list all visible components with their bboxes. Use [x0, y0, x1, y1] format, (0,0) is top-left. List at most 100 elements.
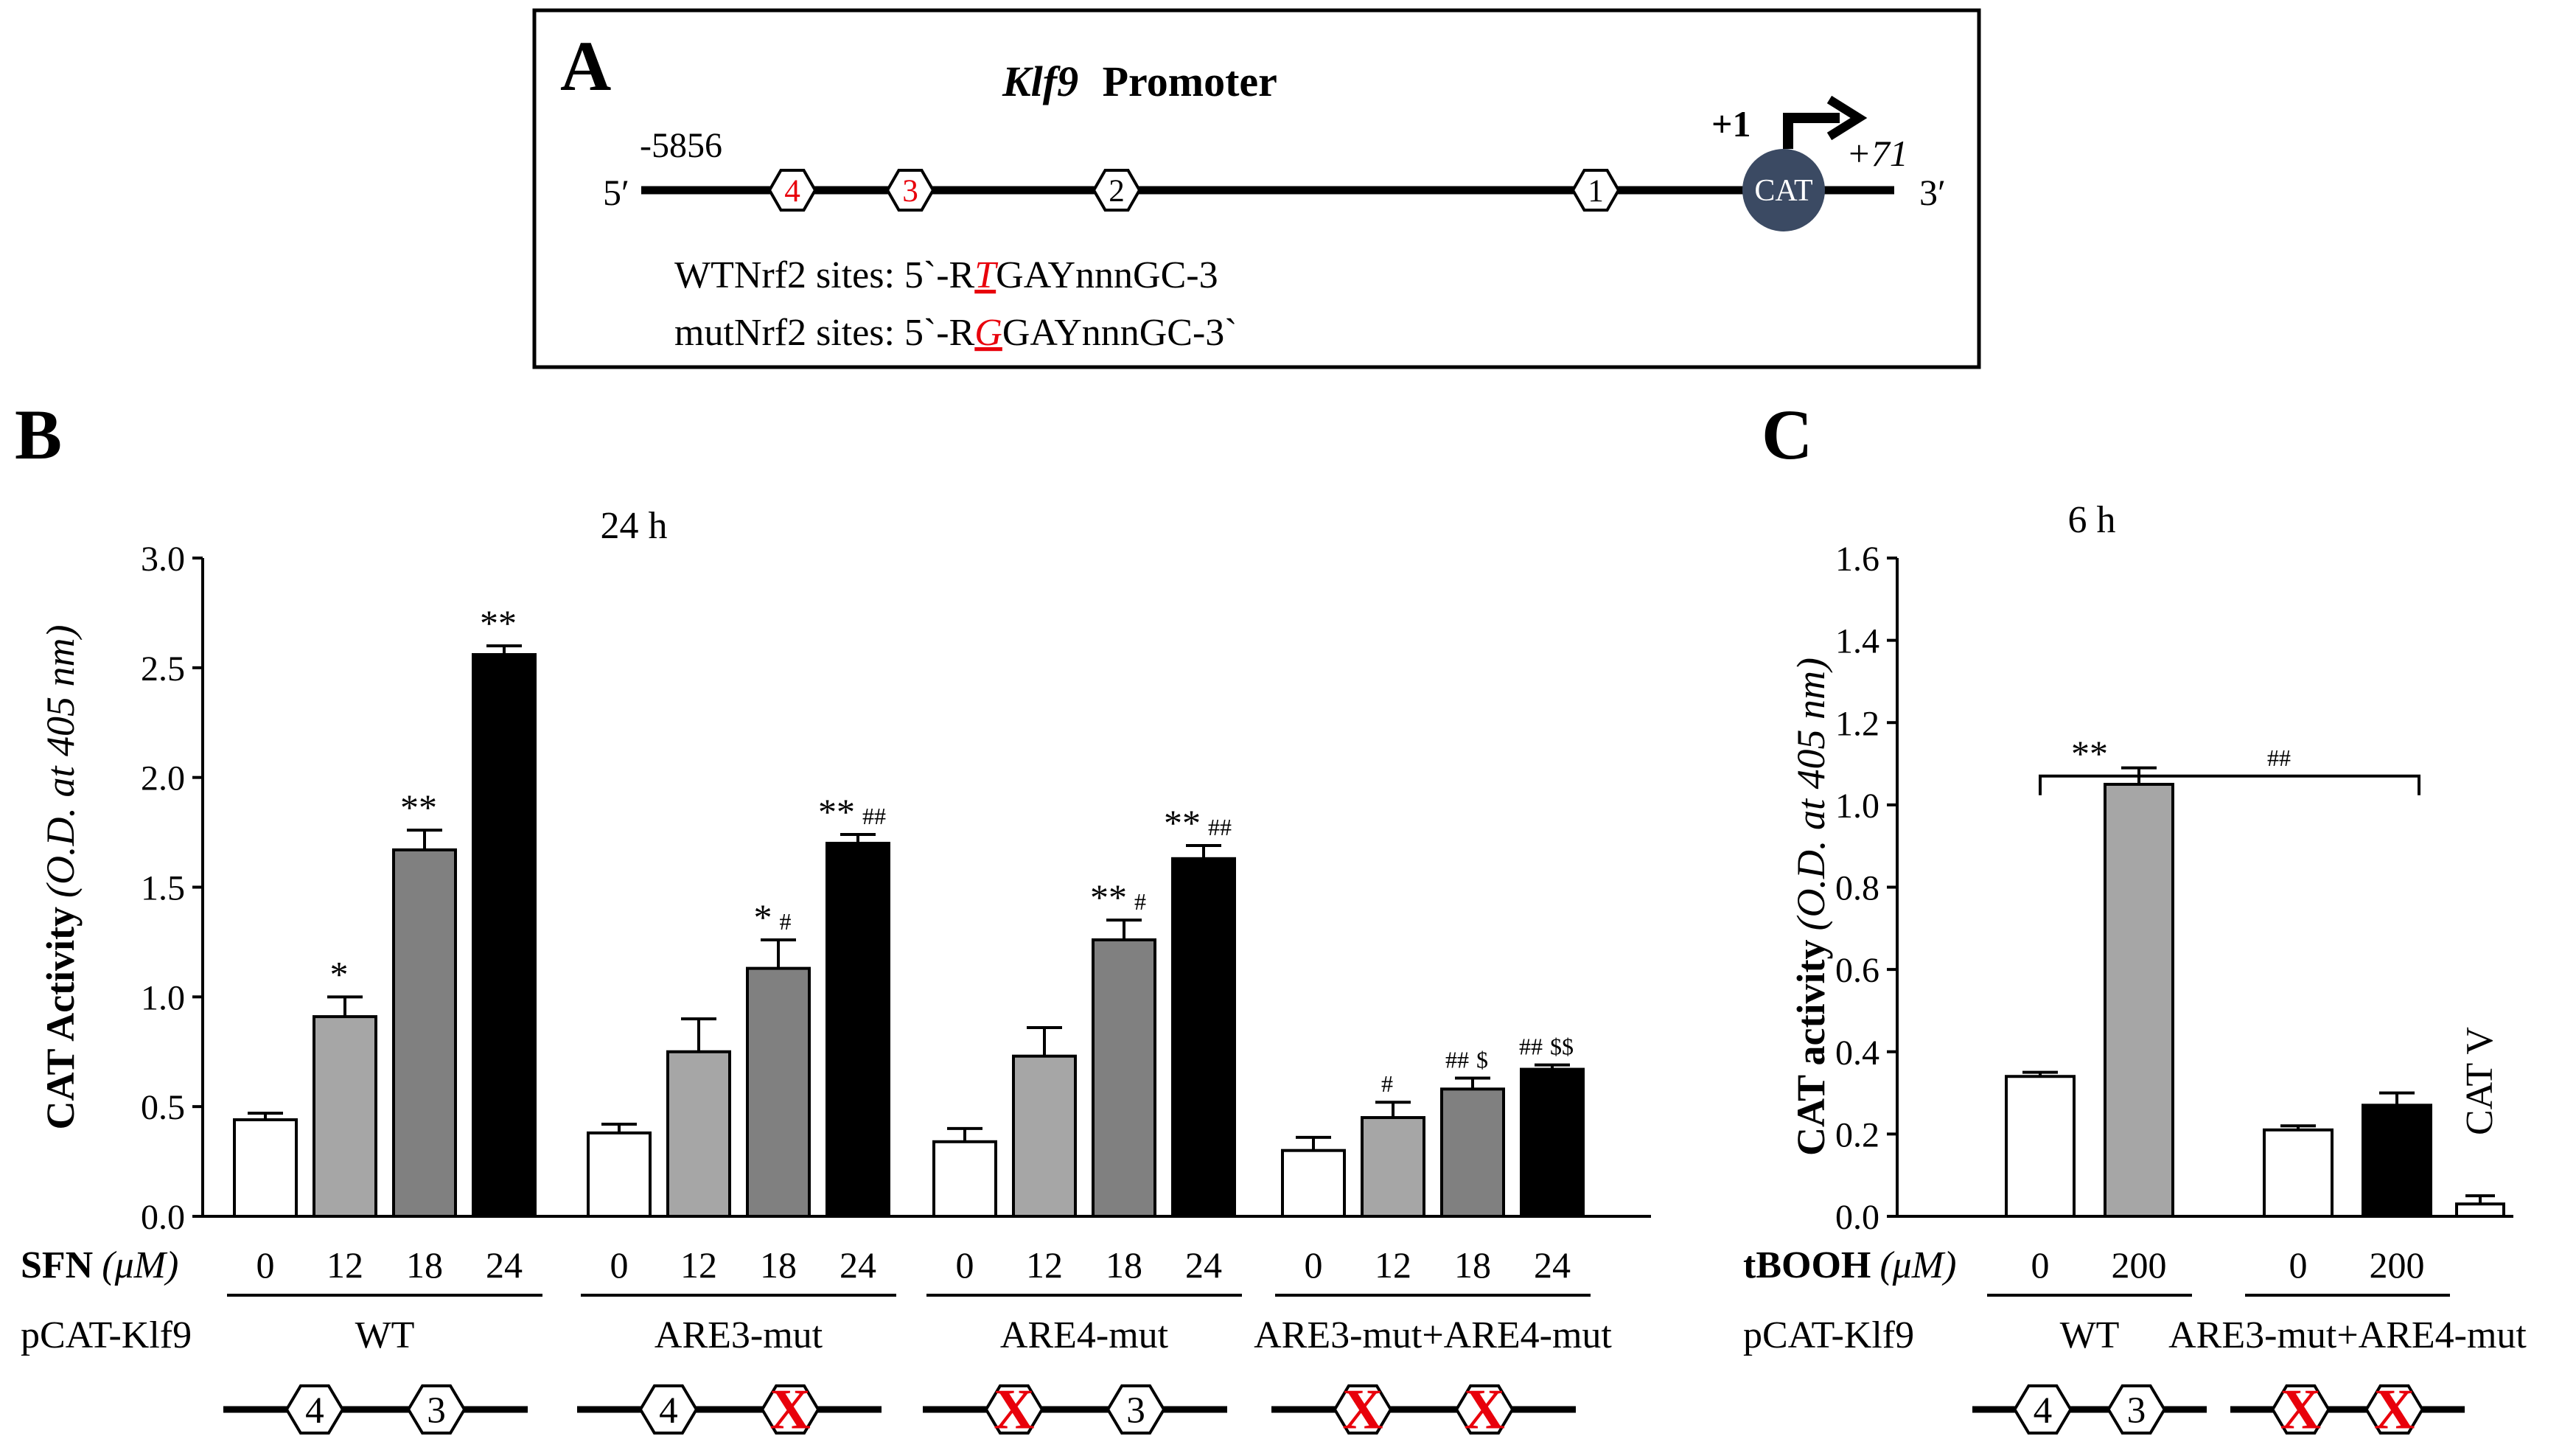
start-position-label: -5856 — [640, 126, 722, 165]
hexagon-site-icon — [2013, 1384, 2073, 1435]
dose-label: 0 — [2031, 1244, 2050, 1286]
cat-reporter-label: CAT — [1754, 174, 1812, 208]
hexagon-site-icon — [1571, 169, 1621, 212]
hexagon-site-icon — [1106, 1384, 1166, 1435]
panel-c-letter: C — [1762, 395, 1812, 474]
hexagon-site-icon — [767, 169, 817, 212]
hexagon-site-icon — [406, 1384, 467, 1435]
site-3: 3 — [406, 1384, 467, 1435]
mutation-x-icon: X — [994, 1378, 1034, 1441]
site-number: 4 — [659, 1390, 678, 1432]
bar — [392, 848, 457, 1218]
bar-group: 0 200 ARE3-mut+ARE4-mut X X — [2168, 1091, 2527, 1441]
construct-name: ARE4-mut — [1000, 1314, 1169, 1356]
panel-a-letter: A — [560, 27, 611, 105]
bar — [1361, 1116, 1425, 1219]
y-tick-label: 1.2 — [1835, 704, 1879, 743]
site-number: 2 — [1109, 174, 1125, 209]
site-number: 3 — [1126, 1390, 1145, 1432]
dose-label: 12 — [327, 1244, 363, 1286]
control-bar-group: CAT V — [2455, 1027, 2505, 1218]
site-3: 3 — [1106, 1384, 1166, 1435]
significance-label: ** # — [1090, 876, 1146, 918]
y-tick-label: 0.0 — [1835, 1198, 1879, 1237]
bar — [2263, 1128, 2334, 1218]
nrf2-site-1: 1 — [1571, 169, 1621, 212]
three-prime-label: 3′ — [1919, 172, 1946, 213]
y-tick-label: 0.6 — [1835, 951, 1879, 990]
significance-label: ** ## — [1164, 802, 1232, 843]
hexagon-site-icon — [1092, 169, 1142, 212]
wt-site-base: T — [974, 254, 998, 296]
bar — [1171, 857, 1236, 1218]
mutated-site: X — [1454, 1378, 1515, 1441]
bracket-label: ** — [2071, 733, 2108, 774]
site-4: 4 — [2013, 1384, 2073, 1435]
nrf2-site-4: 4 — [767, 169, 817, 212]
dose-label: 12 — [680, 1244, 717, 1286]
bar — [1440, 1087, 1505, 1219]
mutated-site: X — [2271, 1378, 2331, 1441]
dose-label: 12 — [1375, 1244, 1411, 1286]
significance-label: ## $$ — [1519, 1034, 1574, 1060]
construct-name: WT — [2060, 1314, 2120, 1356]
dose-label: 24 — [486, 1244, 523, 1286]
y-tick-label: 2.0 — [141, 759, 185, 798]
significance-label: ** ## — [818, 791, 886, 832]
hexagon-site-icon — [760, 1384, 820, 1435]
y-tick-label: 3.0 — [141, 540, 185, 579]
y-tick-label: 1.0 — [1835, 787, 1879, 826]
dose-label: 18 — [406, 1244, 443, 1286]
tss-label: +1 — [1711, 103, 1751, 144]
y-tick-label: 0.4 — [1835, 1034, 1879, 1073]
hexagon-site-icon — [984, 1384, 1044, 1435]
panel-b-title: 24 h — [601, 505, 668, 547]
significance-label: ** — [480, 602, 517, 644]
dose-label: 0 — [956, 1244, 974, 1286]
bar — [472, 652, 537, 1218]
construct-name: ARE3-mut+ARE4-mut — [2168, 1314, 2527, 1356]
site-number: 4 — [2034, 1390, 2053, 1432]
bracket-line — [2139, 774, 2420, 795]
y-tick-label: 1.5 — [141, 869, 185, 908]
bar — [2362, 1104, 2432, 1219]
y-tick-label: 0.0 — [141, 1198, 185, 1237]
bar — [2005, 1075, 2076, 1219]
bar — [2455, 1202, 2505, 1218]
panel-c-construct-label: pCAT-Klf9 — [1743, 1314, 1914, 1356]
dose-label: 24 — [1185, 1244, 1222, 1286]
cat-reporter-circle — [1742, 149, 1825, 231]
end-position-label: +71 — [1846, 133, 1908, 174]
hexagon-site-icon — [2364, 1384, 2424, 1435]
bar — [1281, 1149, 1346, 1218]
mut-site-sequence: mutNrf2 sites: 5`-RGGAYnnnGC-3` — [674, 312, 1238, 354]
bar — [746, 966, 811, 1219]
dose-label: 18 — [760, 1244, 797, 1286]
y-tick-label: 0.5 — [141, 1088, 185, 1127]
panel-b-treatment-label: SFN (μM) — [21, 1244, 178, 1286]
hexagon-site-icon — [1333, 1384, 1393, 1435]
hexagon-site-icon — [885, 169, 935, 212]
mut-site-base: G — [974, 312, 1002, 354]
site-3: 3 — [2106, 1384, 2166, 1435]
mutation-x-icon: X — [1342, 1378, 1383, 1441]
construct-name: ARE3-mut — [655, 1314, 823, 1356]
mutated-site: X — [984, 1378, 1044, 1441]
dose-label: 18 — [1106, 1244, 1142, 1286]
bar — [587, 1131, 652, 1219]
five-prime-label: 5′ — [603, 172, 629, 213]
dose-label: 0 — [256, 1244, 275, 1286]
dose-label: 24 — [1534, 1244, 1571, 1286]
y-tick-label: 1.6 — [1835, 540, 1879, 579]
